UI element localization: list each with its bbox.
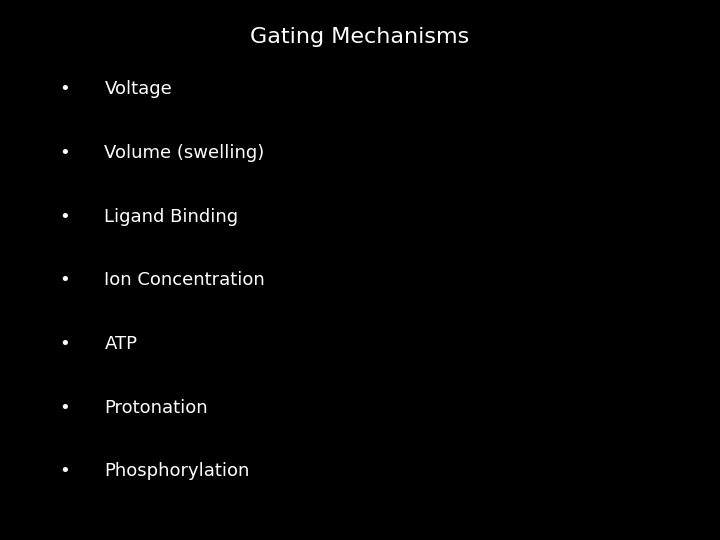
Text: •: • [60,399,70,417]
Text: Gating Mechanisms: Gating Mechanisms [251,27,469,47]
Text: Protonation: Protonation [104,399,208,417]
Text: •: • [60,271,70,289]
Text: •: • [60,462,70,481]
Text: Phosphorylation: Phosphorylation [104,462,250,481]
Text: Ligand Binding: Ligand Binding [104,207,238,226]
Text: Voltage: Voltage [104,80,172,98]
Text: •: • [60,207,70,226]
Text: •: • [60,80,70,98]
Text: •: • [60,144,70,162]
Text: Volume (swelling): Volume (swelling) [104,144,265,162]
Text: ATP: ATP [104,335,138,353]
Text: Ion Concentration: Ion Concentration [104,271,265,289]
Text: •: • [60,335,70,353]
